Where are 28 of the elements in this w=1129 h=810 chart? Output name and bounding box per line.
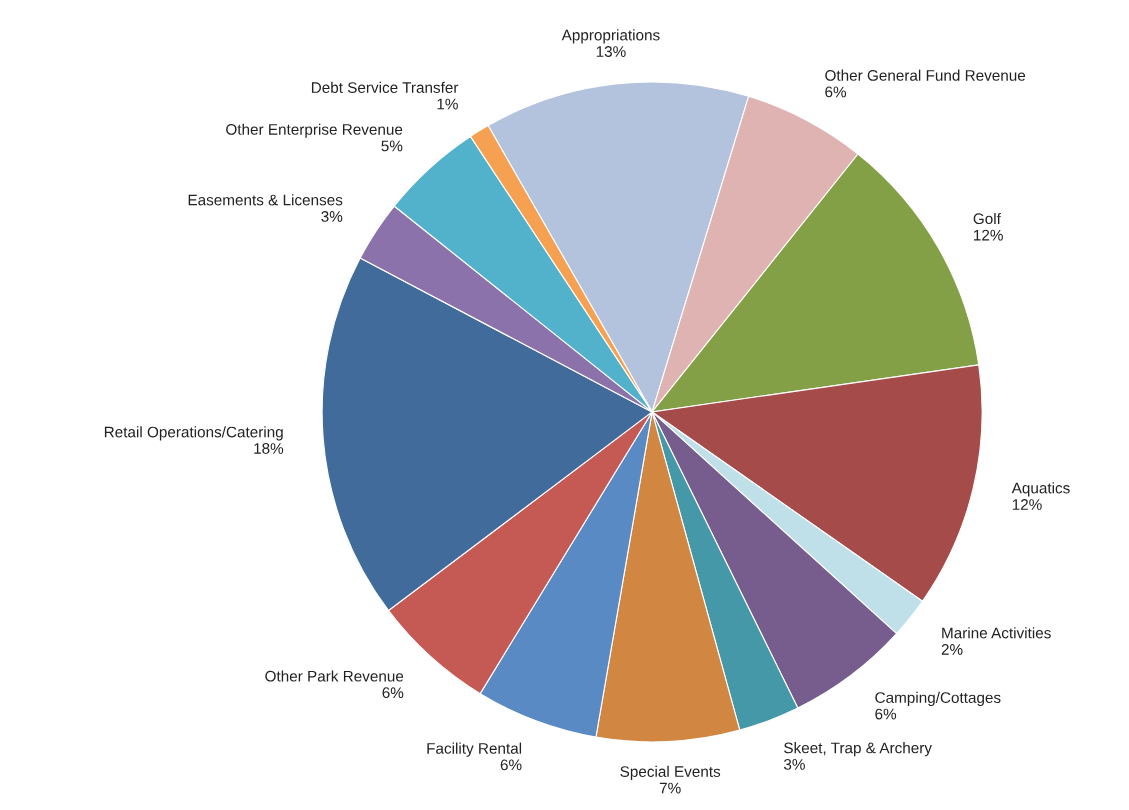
slice-label: Other General Fund Revenue xyxy=(825,69,1026,81)
slice-label: Golf xyxy=(973,212,1001,225)
data-label: 3% xyxy=(783,758,805,770)
slice-label: Camping/Cottages xyxy=(875,691,1001,707)
slice-label: Facility Rental xyxy=(427,742,522,757)
slice-label: Other Enterprise Revenue xyxy=(226,123,403,138)
data-label: 13% xyxy=(596,46,626,57)
data-label: 12% xyxy=(1012,499,1042,510)
data-label: 5% xyxy=(381,140,403,152)
slice-label: Skeet, Trap & Archery xyxy=(784,742,932,757)
slice-label: Retail Operations/Catering xyxy=(104,426,283,441)
data-label: 7% xyxy=(659,782,681,794)
data-label: 1% xyxy=(437,98,458,110)
data-label: 6% xyxy=(382,687,404,699)
slice-label: Aquatics xyxy=(1011,482,1070,497)
data-label: 6% xyxy=(875,708,897,720)
data-label: 12% xyxy=(974,229,1003,241)
data-label: 18% xyxy=(254,443,284,454)
slice-label: Other Park Revenue xyxy=(265,670,404,682)
slice-label: Easements & Licenses xyxy=(188,194,343,206)
data-label: 2% xyxy=(941,644,963,655)
data-label: 6% xyxy=(825,86,847,98)
slice-label: Marine Activities xyxy=(942,627,1051,639)
data-label: 6% xyxy=(500,759,522,771)
slice-label: Debt Service Transfer xyxy=(311,81,459,93)
data-label: 3% xyxy=(321,211,343,222)
slice-label: Special Events xyxy=(620,765,721,780)
slice-label: Appropriations xyxy=(561,29,660,44)
